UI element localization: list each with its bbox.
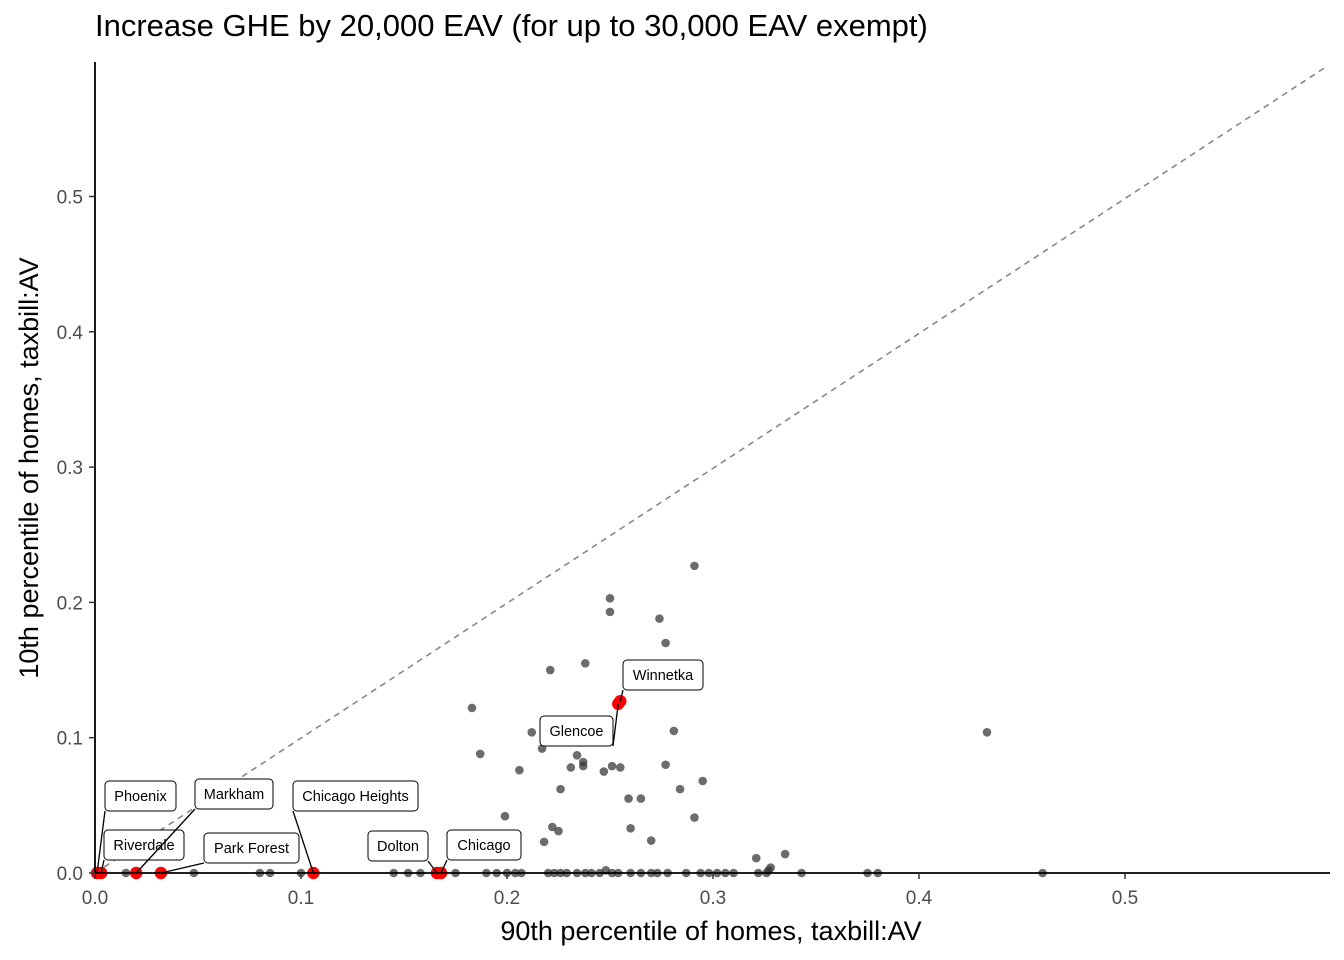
data-point (780, 849, 790, 859)
data-point (599, 767, 609, 776)
data-point (669, 726, 679, 736)
data-point (982, 727, 992, 737)
y-tick-label: 0.4 (57, 323, 84, 344)
data-point (554, 826, 563, 836)
data-point (675, 784, 685, 794)
label-leader-line (440, 859, 448, 874)
data-point (605, 607, 615, 617)
data-point (539, 837, 549, 847)
data-point (690, 813, 699, 822)
y-tick-label: 0.2 (57, 593, 83, 614)
data-point (580, 658, 590, 668)
x-tick-label: 0.1 (288, 888, 314, 909)
label-text: Park Forest (214, 841, 289, 857)
label-leader-line (292, 810, 314, 874)
data-point (646, 836, 656, 845)
label-text: Chicago (457, 838, 510, 854)
axes-layer: 0.0 0.1 0.2 0.3 0.4 0.5 0.0 0.1 0.2 0.3 0.4 0.5 (57, 62, 1330, 909)
label-text: Phoenix (114, 789, 167, 805)
label-text: Winnetka (633, 668, 694, 684)
label-layer: Winnetka Glencoe Phoenix Riverdale Markham Pa… (96, 659, 704, 874)
label-leader-line (619, 689, 624, 702)
label-text: Chicago Heights (302, 789, 408, 805)
x-tick-label: 0.3 (700, 888, 726, 909)
x-tick-label: 0.5 (1112, 888, 1138, 909)
point-label: Glencoe (539, 703, 619, 747)
label-box (622, 659, 704, 691)
data-point (607, 761, 617, 771)
point-label: Riverdale (100, 829, 185, 874)
label-box (103, 829, 185, 861)
data-point (626, 824, 635, 833)
point-label: Park Forest (160, 832, 300, 874)
label-leader-line (160, 862, 205, 874)
point-label: Phoenix (96, 780, 177, 874)
data-point (578, 761, 588, 771)
label-leader-line (612, 703, 619, 747)
data-point (661, 760, 670, 770)
data-point (661, 638, 670, 648)
label-box (104, 780, 177, 812)
data-point (475, 749, 485, 759)
data-point (556, 784, 565, 794)
data-point (548, 822, 557, 832)
reference-line (94, 65, 1328, 874)
data-point (500, 811, 510, 821)
x-tick-label: 0.0 (82, 888, 108, 909)
data-point (698, 776, 707, 786)
data-point (616, 763, 625, 772)
data-point (572, 750, 582, 760)
point-label: Chicago (440, 829, 522, 874)
y-tick-label: 0.3 (57, 458, 83, 479)
point-label: Markham (135, 778, 274, 874)
label-box (292, 780, 419, 812)
label-box (446, 829, 522, 861)
x-tick-label: 0.4 (906, 888, 933, 909)
point-label: Winnetka (619, 659, 704, 702)
reference-line-layer (94, 65, 1328, 874)
point-label: Dolton (367, 830, 438, 874)
y-axis-title: 10th percentile of homes, taxbill:AV (14, 257, 44, 678)
x-tick-label: 0.2 (494, 888, 520, 909)
data-point (690, 561, 699, 571)
label-box (539, 715, 614, 747)
label-text: Markham (204, 787, 264, 803)
label-box (367, 830, 429, 862)
data-point (467, 703, 477, 713)
label-text: Riverdale (113, 838, 174, 854)
data-point (527, 727, 537, 737)
data-point (636, 794, 646, 803)
label-text: Dolton (377, 839, 419, 855)
label-box (194, 778, 274, 810)
y-tick-label: 0.0 (57, 864, 83, 885)
data-point (545, 665, 555, 675)
data-point (655, 614, 664, 623)
label-leader-line (100, 859, 105, 874)
label-box (203, 832, 300, 864)
label-leader-line (427, 860, 438, 874)
chart-title: Increase GHE by 20,000 EAV (for up to 30… (95, 8, 928, 43)
data-point (624, 794, 633, 803)
point-label: Chicago Heights (292, 780, 419, 874)
data-point (605, 594, 615, 603)
y-tick-label: 0.5 (57, 188, 83, 209)
data-point (566, 763, 576, 772)
label-leader-line (135, 808, 196, 874)
y-tick-label: 0.1 (57, 729, 83, 750)
x-axis-title: 90th percentile of homes, taxbill:AV (500, 916, 921, 946)
label-leader-line (96, 810, 106, 874)
label-text: Glencoe (549, 724, 603, 740)
data-point (515, 765, 524, 775)
data-point (751, 853, 761, 863)
